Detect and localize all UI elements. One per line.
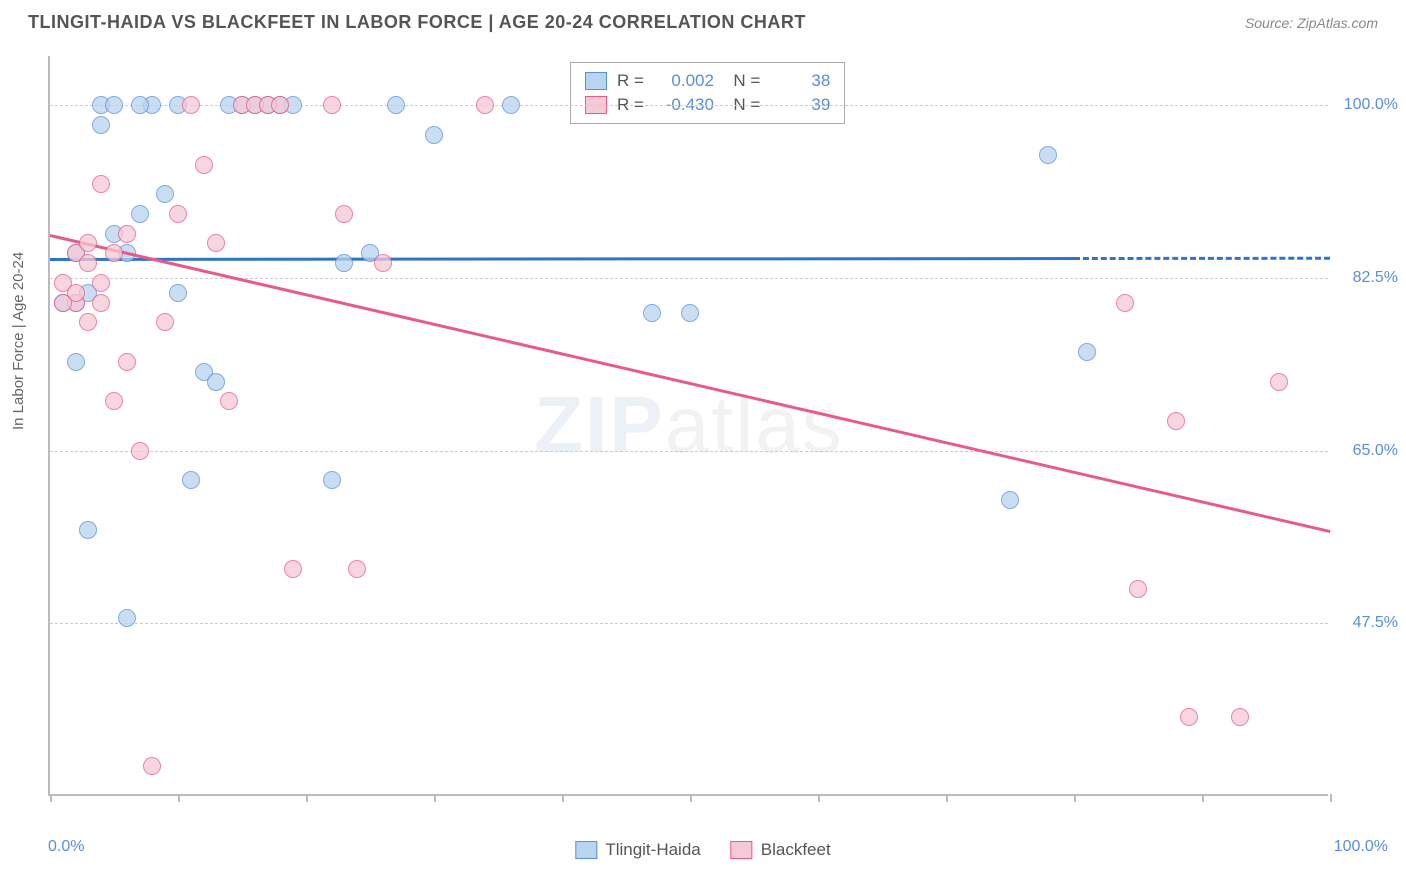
y-axis-title: In Labor Force | Age 20-24	[10, 252, 27, 430]
data-point	[118, 353, 136, 371]
stat-n-value: 38	[770, 71, 830, 91]
stat-r-label: R =	[617, 71, 644, 91]
data-point	[92, 116, 110, 134]
gridline	[50, 451, 1328, 452]
data-point	[131, 205, 149, 223]
data-point	[284, 560, 302, 578]
data-point	[92, 175, 110, 193]
data-point	[79, 521, 97, 539]
data-point	[323, 96, 341, 114]
data-point	[1078, 343, 1096, 361]
data-point	[1270, 373, 1288, 391]
data-point	[643, 304, 661, 322]
x-tick-mark	[50, 794, 52, 802]
x-tick-mark	[434, 794, 436, 802]
x-tick-mark	[946, 794, 948, 802]
data-point	[131, 96, 149, 114]
data-point	[105, 96, 123, 114]
data-point	[92, 274, 110, 292]
data-point	[681, 304, 699, 322]
data-point	[335, 205, 353, 223]
y-tick-label: 100.0%	[1338, 96, 1398, 114]
x-tick-mark	[178, 794, 180, 802]
data-point	[502, 96, 520, 114]
data-point	[348, 560, 366, 578]
legend-swatch	[575, 841, 597, 859]
legend-item: Blackfeet	[731, 840, 831, 860]
series-legend: Tlingit-Haida Blackfeet	[575, 840, 830, 860]
stat-n-label: N =	[724, 71, 760, 91]
data-point	[79, 313, 97, 331]
gridline	[50, 623, 1328, 624]
y-tick-label: 47.5%	[1338, 614, 1398, 632]
stat-r-value: 0.002	[654, 71, 714, 91]
y-tick-label: 82.5%	[1338, 269, 1398, 287]
data-point	[54, 294, 72, 312]
data-point	[1116, 294, 1134, 312]
data-point	[1039, 146, 1057, 164]
data-point	[118, 225, 136, 243]
data-point	[207, 373, 225, 391]
data-point	[79, 254, 97, 272]
source-attribution: Source: ZipAtlas.com	[1245, 15, 1378, 31]
x-tick-mark	[690, 794, 692, 802]
data-point	[335, 254, 353, 272]
data-point	[169, 284, 187, 302]
x-tick-mark	[562, 794, 564, 802]
data-point	[143, 757, 161, 775]
data-point	[156, 185, 174, 203]
data-point	[374, 254, 392, 272]
data-point	[1129, 580, 1147, 598]
data-point	[79, 234, 97, 252]
data-point	[220, 392, 238, 410]
trend-line	[50, 257, 1074, 261]
data-point	[182, 471, 200, 489]
x-tick-mark	[818, 794, 820, 802]
data-point	[1001, 491, 1019, 509]
data-point	[92, 294, 110, 312]
x-tick-mark	[306, 794, 308, 802]
trend-line-extrapolated	[1074, 257, 1330, 260]
data-point	[1167, 412, 1185, 430]
data-point	[271, 96, 289, 114]
x-axis-max-label: 100.0%	[1334, 838, 1388, 856]
legend-item: Tlingit-Haida	[575, 840, 700, 860]
stats-row: R = 0.002 N = 38	[585, 69, 830, 93]
data-point	[105, 244, 123, 262]
legend-label: Tlingit-Haida	[605, 840, 700, 860]
watermark: ZIPatlas	[534, 379, 843, 471]
data-point	[425, 126, 443, 144]
data-point	[387, 96, 405, 114]
data-point	[1180, 708, 1198, 726]
data-point	[105, 392, 123, 410]
legend-swatch	[731, 841, 753, 859]
data-point	[1231, 708, 1249, 726]
chart-title: TLINGIT-HAIDA VS BLACKFEET IN LABOR FORC…	[28, 12, 806, 33]
data-point	[476, 96, 494, 114]
data-point	[207, 234, 225, 252]
data-point	[323, 471, 341, 489]
x-tick-mark	[1074, 794, 1076, 802]
correlation-stats-box: R =0.002 N =38R =-0.430 N =39	[570, 62, 845, 124]
x-axis-min-label: 0.0%	[48, 838, 84, 856]
data-point	[195, 156, 213, 174]
data-point	[131, 442, 149, 460]
data-point	[156, 313, 174, 331]
x-tick-mark	[1202, 794, 1204, 802]
x-tick-mark	[1330, 794, 1332, 802]
scatter-chart: ZIPatlas R =0.002 N =38R =-0.430 N =39 4…	[48, 56, 1328, 796]
data-point	[169, 205, 187, 223]
data-point	[182, 96, 200, 114]
data-point	[67, 353, 85, 371]
legend-swatch	[585, 72, 607, 90]
legend-label: Blackfeet	[761, 840, 831, 860]
data-point	[118, 609, 136, 627]
y-tick-label: 65.0%	[1338, 442, 1398, 460]
